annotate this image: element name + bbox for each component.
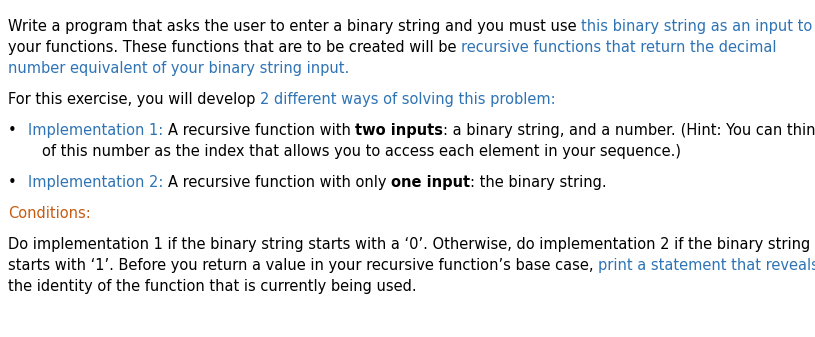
- Text: Do implementation 1 if the binary string starts with a ‘0’. Otherwise, do implem: Do implementation 1 if the binary string…: [8, 237, 810, 252]
- Text: Write a program that asks the user to enter a binary string and you must use: Write a program that asks the user to en…: [8, 19, 581, 34]
- Text: Conditions:: Conditions:: [8, 206, 90, 221]
- Text: print a statement that reveals: print a statement that reveals: [598, 258, 815, 273]
- Text: recursive functions that return the decimal: recursive functions that return the deci…: [461, 40, 777, 55]
- Text: : a binary string,: : a binary string,: [443, 123, 570, 138]
- Text: •: •: [8, 175, 17, 190]
- Text: Implementation 1:: Implementation 1:: [28, 123, 168, 138]
- Text: For this exercise, you will develop: For this exercise, you will develop: [8, 92, 260, 107]
- Text: A recursive function with only: A recursive function with only: [168, 175, 391, 190]
- Text: two inputs: two inputs: [355, 123, 443, 138]
- Text: number equivalent of your binary string input.: number equivalent of your binary string …: [8, 61, 350, 76]
- Text: this binary string as an input to: this binary string as an input to: [581, 19, 813, 34]
- Text: •: •: [8, 123, 17, 138]
- Text: (Hint: You can think: (Hint: You can think: [676, 123, 815, 138]
- Text: : the binary string.: : the binary string.: [470, 175, 607, 190]
- Text: your functions. These functions that are to be created will be: your functions. These functions that are…: [8, 40, 461, 55]
- Text: and a number.: and a number.: [570, 123, 676, 138]
- Text: 2 different ways of solving this problem:: 2 different ways of solving this problem…: [260, 92, 556, 107]
- Text: one input: one input: [391, 175, 470, 190]
- Text: the identity of the function that is currently being used.: the identity of the function that is cur…: [8, 279, 416, 294]
- Text: Implementation 2:: Implementation 2:: [28, 175, 168, 190]
- Text: starts with ‘1’. Before you return a value in your recursive function’s base cas: starts with ‘1’. Before you return a val…: [8, 258, 598, 273]
- Text: A recursive function with: A recursive function with: [168, 123, 355, 138]
- Text: of this number as the index that allows you to access each element in your seque: of this number as the index that allows …: [42, 144, 681, 159]
